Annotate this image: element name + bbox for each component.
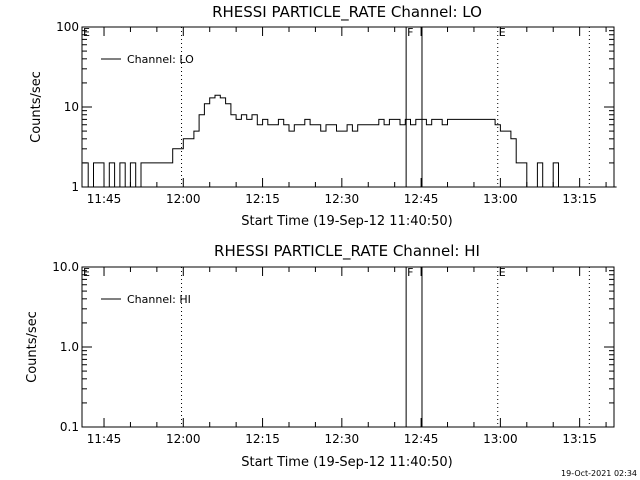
lo-y-tick-label: 10 [64, 100, 79, 114]
hi-chart-xlabel: Start Time (19-Sep-12 11:40:50) [241, 455, 452, 470]
lo-x-tick-label: 12:00 [166, 192, 201, 206]
lo-y-tick-label: 1 [71, 180, 79, 194]
lo-x-tick-label: 12:15 [245, 192, 280, 206]
hi-y-tick-label: 1.0 [60, 340, 79, 354]
hi-x-tick-label: 13:15 [562, 432, 597, 446]
lo-chart-xlabel: Start Time (19-Sep-12 11:40:50) [241, 214, 452, 229]
hi-y-tick-label: 0.1 [60, 420, 79, 434]
hi-event-marker-label: E [83, 266, 90, 279]
lo-x-tick-label: 13:00 [483, 192, 518, 206]
lo-legend-label: Channel: LO [127, 53, 194, 66]
hi-event-marker-label: F [407, 266, 413, 279]
lo-event-marker-label: E [83, 26, 90, 39]
hi-x-tick-label: 12:30 [325, 432, 360, 446]
hi-plot-frame [81, 266, 615, 428]
lo-chart-ylabel: Counts/sec [29, 71, 44, 143]
hi-x-tick-label: 11:45 [87, 432, 122, 446]
lo-channel-panel: RHESSI PARTICLE_RATE Channel: LO Counts/… [29, 3, 617, 229]
hi-chart-title: RHESSI PARTICLE_RATE Channel: HI [214, 242, 480, 261]
lo-x-tick-label: 12:30 [325, 192, 360, 206]
lo-event-marker-label: E [499, 26, 506, 39]
hi-x-tick-label: 12:15 [245, 432, 280, 446]
hi-channel-panel: RHESSI PARTICLE_RATE Channel: HI Counts/… [25, 242, 615, 470]
hi-event-marker-label: E [499, 266, 506, 279]
hi-x-tick-label: 12:45 [404, 432, 439, 446]
lo-x-tick-label: 12:45 [404, 192, 439, 206]
hi-x-tick-label: 13:00 [483, 432, 518, 446]
lo-event-marker-label: F [407, 26, 413, 39]
lo-y-tick-label: 100 [56, 20, 79, 34]
hi-x-tick-label: 12:00 [166, 432, 201, 446]
hi-y-tick-label: 10.0 [52, 260, 79, 274]
lo-data-series [82, 94, 617, 188]
lo-x-tick-label: 13:15 [562, 192, 597, 206]
hi-legend-label: Channel: HI [127, 293, 191, 306]
lo-x-tick-label: 11:45 [87, 192, 122, 206]
generation-timestamp: 19-Oct-2021 02:34 [561, 469, 637, 478]
hi-chart-ylabel: Counts/sec [25, 311, 40, 383]
lo-chart-title: RHESSI PARTICLE_RATE Channel: LO [212, 3, 482, 22]
